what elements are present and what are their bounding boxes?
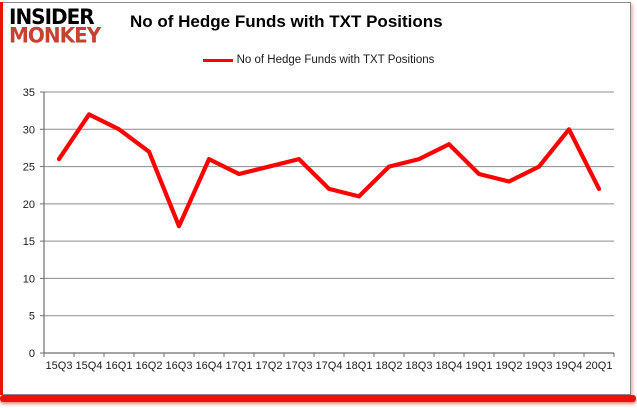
logo-text-insider: INSIDER [9,3,95,30]
legend-label: No of Hedge Funds with TXT Positions [236,54,435,66]
x-axis-tick-label: 16Q1 [106,360,133,372]
x-axis-tick-label: 19Q2 [496,360,523,372]
y-axis-tick-label: 25 [23,162,35,174]
card-bottom-red-accent [0,395,636,402]
x-axis-tick-label: 16Q3 [166,360,193,372]
x-axis-tick-label: 17Q4 [316,360,343,372]
y-axis-tick-label: 0 [29,348,35,360]
x-axis-tick-label: 18Q1 [346,360,373,372]
y-axis-tick-label: 20 [23,199,35,211]
x-axis-tick-label: 15Q4 [76,360,103,372]
x-axis-tick-label: 19Q1 [466,360,493,372]
series-line [56,112,602,229]
card-background [2,2,631,395]
y-axis-tick-label: 30 [23,124,35,136]
y-axis-tick-label: 5 [29,311,35,323]
y-axis-tick-label: 10 [23,273,35,285]
chart-title: No of Hedge Funds with TXT Positions [130,12,443,31]
x-axis-tick-label: 19Q3 [526,360,553,372]
insider-monkey-logo: INSIDER MONKEY [9,3,119,48]
x-axis-tick-label: 15Q3 [46,360,73,372]
logo-text-monkey: MONKEY [9,22,101,48]
legend-line-marker [202,58,233,62]
x-axis-tick-label: 20Q1 [586,360,613,372]
x-axis-tick-label: 16Q2 [136,360,163,372]
y-axis-tick-label: 35 [23,87,35,99]
x-axis-tick-label: 17Q1 [226,360,253,372]
x-axis-tick-label: 16Q4 [196,360,223,372]
card-left-red-accent [0,2,3,395]
x-axis-tick-label: 18Q3 [406,360,433,372]
x-axis-tick-label: 18Q2 [376,360,403,372]
x-axis-tick-label: 19Q4 [556,360,583,372]
x-axis-tick-label: 17Q3 [286,360,313,372]
x-axis-tick-label: 17Q2 [256,360,283,372]
y-axis-tick-label: 15 [23,236,35,248]
chart-legend: No of Hedge Funds with TXT Positions [0,54,637,66]
x-axis-tick-label: 18Q4 [436,360,463,372]
